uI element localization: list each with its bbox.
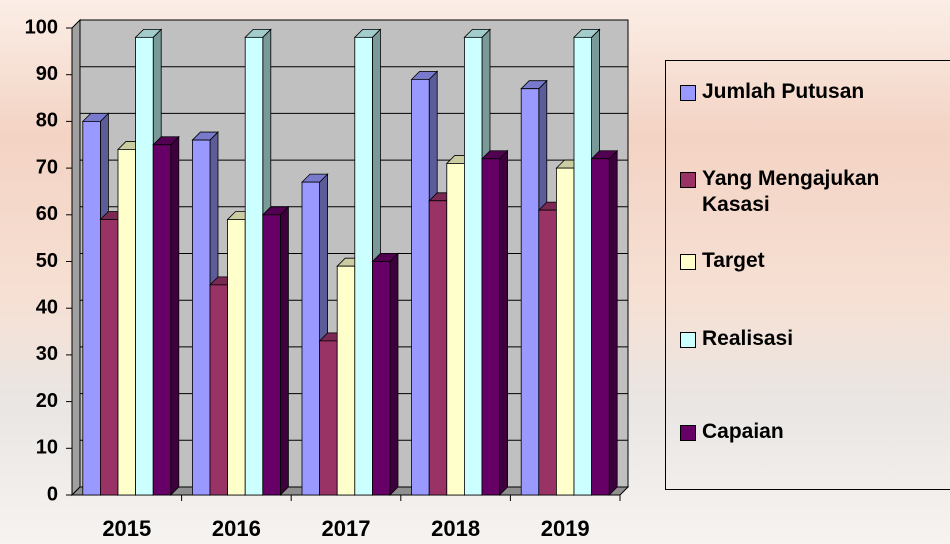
- bar-face: [263, 215, 281, 495]
- bar: [592, 151, 618, 495]
- x-tick-label: 2017: [322, 516, 371, 541]
- legend-item: Capaian: [680, 419, 950, 445]
- y-tick-label: 80: [36, 110, 58, 132]
- bar-face: [210, 285, 228, 495]
- legend-label: Yang Mengajukan Kasasi: [702, 166, 950, 218]
- bar-face: [355, 37, 373, 495]
- y-tick-label: 40: [36, 296, 58, 318]
- bar-face: [320, 341, 338, 495]
- legend-item: Yang Mengajukan Kasasi: [680, 166, 950, 218]
- x-tick-label: 2016: [212, 516, 261, 541]
- y-tick-label: 10: [36, 437, 58, 459]
- bar: [263, 207, 289, 495]
- bar-face: [83, 121, 101, 495]
- bar-face: [482, 159, 500, 495]
- bar-face: [153, 145, 171, 495]
- y-tick-label: 30: [36, 343, 58, 365]
- bar: [153, 137, 179, 495]
- bar-face: [539, 210, 557, 495]
- bar-face: [464, 37, 482, 495]
- bar-face: [100, 219, 118, 495]
- x-tick-label: 2018: [431, 516, 480, 541]
- bar-face: [609, 151, 617, 495]
- bar-face: [521, 89, 539, 495]
- legend-swatch: [680, 254, 696, 270]
- bar-face: [136, 37, 154, 495]
- bar-face: [556, 168, 574, 495]
- bar-face: [192, 140, 210, 495]
- legend-swatch: [680, 425, 696, 441]
- legend-item: Target: [680, 248, 950, 274]
- y-tick-label: 60: [36, 203, 58, 225]
- bar-face: [337, 266, 355, 495]
- plot-side: [72, 20, 80, 495]
- legend-swatch: [680, 332, 696, 348]
- y-tick-label: 70: [36, 156, 58, 178]
- x-tick-label: 2019: [541, 516, 590, 541]
- legend-label: Capaian: [702, 419, 784, 445]
- bar-face: [412, 79, 430, 495]
- bar-face: [118, 149, 136, 495]
- bar-face: [372, 262, 390, 496]
- bar-face: [228, 219, 246, 495]
- y-tick-label: 20: [36, 390, 58, 412]
- legend-label: Jumlah Putusan: [702, 79, 864, 105]
- bar-face: [500, 151, 508, 495]
- legend-label: Realisasi: [702, 326, 793, 352]
- bar-face: [447, 163, 465, 495]
- bar: [372, 254, 398, 496]
- y-tick-label: 90: [36, 63, 58, 85]
- bar-face: [280, 207, 288, 495]
- y-tick-label: 100: [25, 16, 58, 38]
- bar-face: [302, 182, 320, 495]
- bar: [482, 151, 508, 495]
- x-tick-label: 2015: [102, 516, 151, 541]
- legend: Jumlah Putusan Yang Mengajukan Kasasi Targ…: [665, 60, 950, 490]
- bar-face: [574, 37, 592, 495]
- page: 0 10 20 30 40 50 60 70 80 90 100 2015 2016 2017 2018 20…: [0, 0, 950, 544]
- y-tick-label: 0: [47, 483, 58, 505]
- bar-face: [429, 201, 447, 495]
- bar-face: [245, 37, 263, 495]
- y-tick-label: 50: [36, 250, 58, 272]
- bar-face: [171, 137, 179, 495]
- bar-face: [390, 254, 398, 496]
- bar-face: [592, 159, 610, 495]
- legend-item: Jumlah Putusan: [680, 79, 950, 105]
- legend-swatch: [680, 172, 696, 188]
- legend-item: Realisasi: [680, 326, 950, 352]
- legend-label: Target: [702, 248, 765, 274]
- legend-swatch: [680, 85, 696, 101]
